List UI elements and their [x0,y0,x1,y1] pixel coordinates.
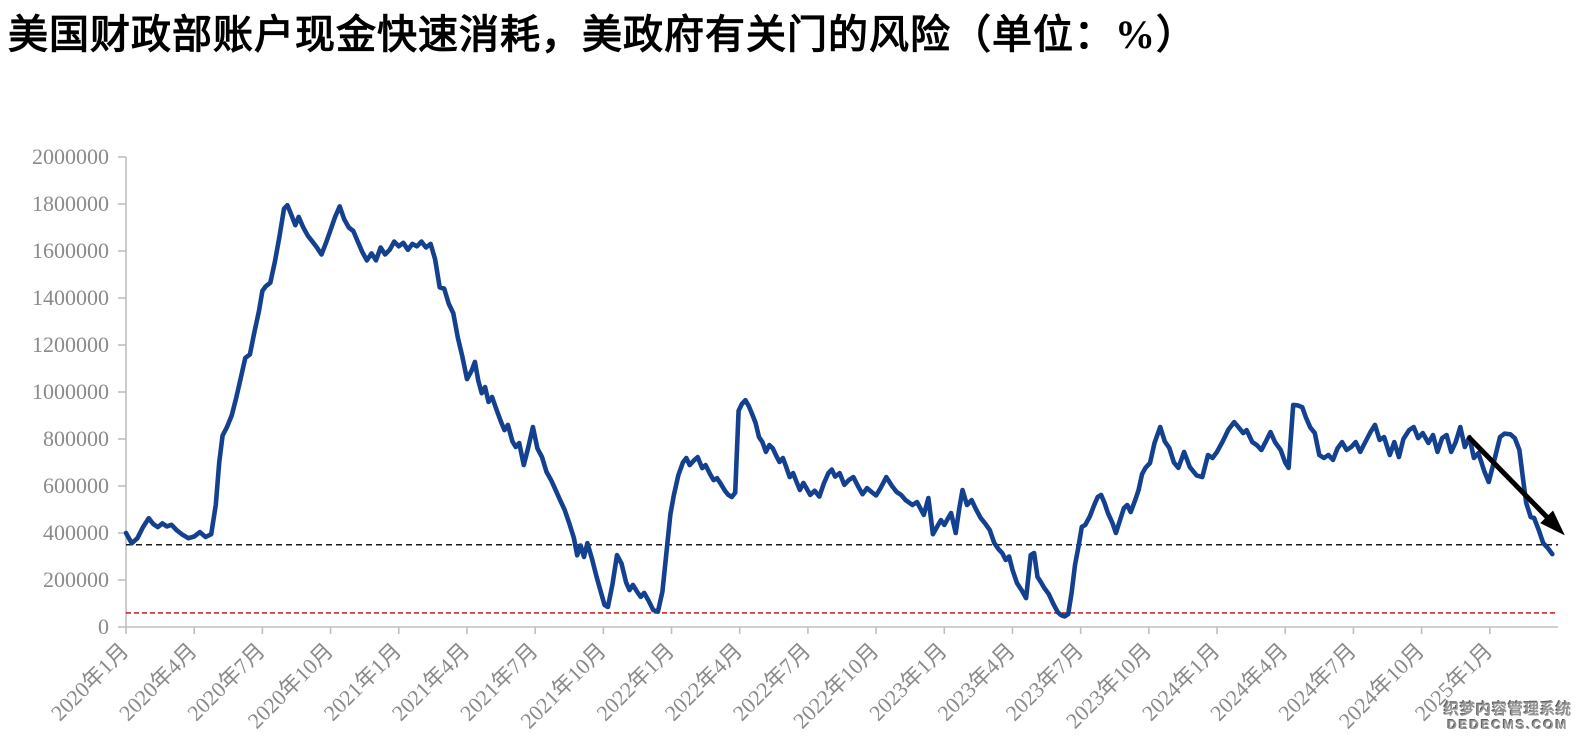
svg-text:2000000: 2000000 [32,144,109,169]
svg-text:1400000: 1400000 [32,285,109,310]
svg-text:400000: 400000 [43,520,109,545]
chart-title: 美国财政部账户现金快速消耗，美政府有关门的风险（单位：%） [8,12,1197,57]
svg-text:600000: 600000 [43,473,109,498]
svg-text:200000: 200000 [43,567,109,592]
y-axis-labels: 0 200000 400000 600000 800000 1000000 1200000 1… [32,144,109,639]
reference-lines [126,544,1558,614]
watermark-line2: DEDECMS.COM [1447,717,1569,733]
series-line [123,202,1555,619]
watermark-line1: 织梦内容管理系统 [1443,701,1572,718]
svg-text:800000: 800000 [43,426,109,451]
svg-text:1200000: 1200000 [32,332,109,357]
down-arrow-annotation [1466,434,1565,536]
svg-text:1800000: 1800000 [32,191,109,216]
svg-text:1600000: 1600000 [32,238,109,263]
svg-text:1000000: 1000000 [32,379,109,404]
svg-text:0: 0 [98,614,109,639]
axes [118,156,1558,634]
x-axis-labels: 2020年1月2020年4月2020年7月2020年10月2021年1月2021… [46,638,1498,733]
dedecms-watermark: 织梦内容管理系统 DEDECMS.COM [1444,701,1572,733]
